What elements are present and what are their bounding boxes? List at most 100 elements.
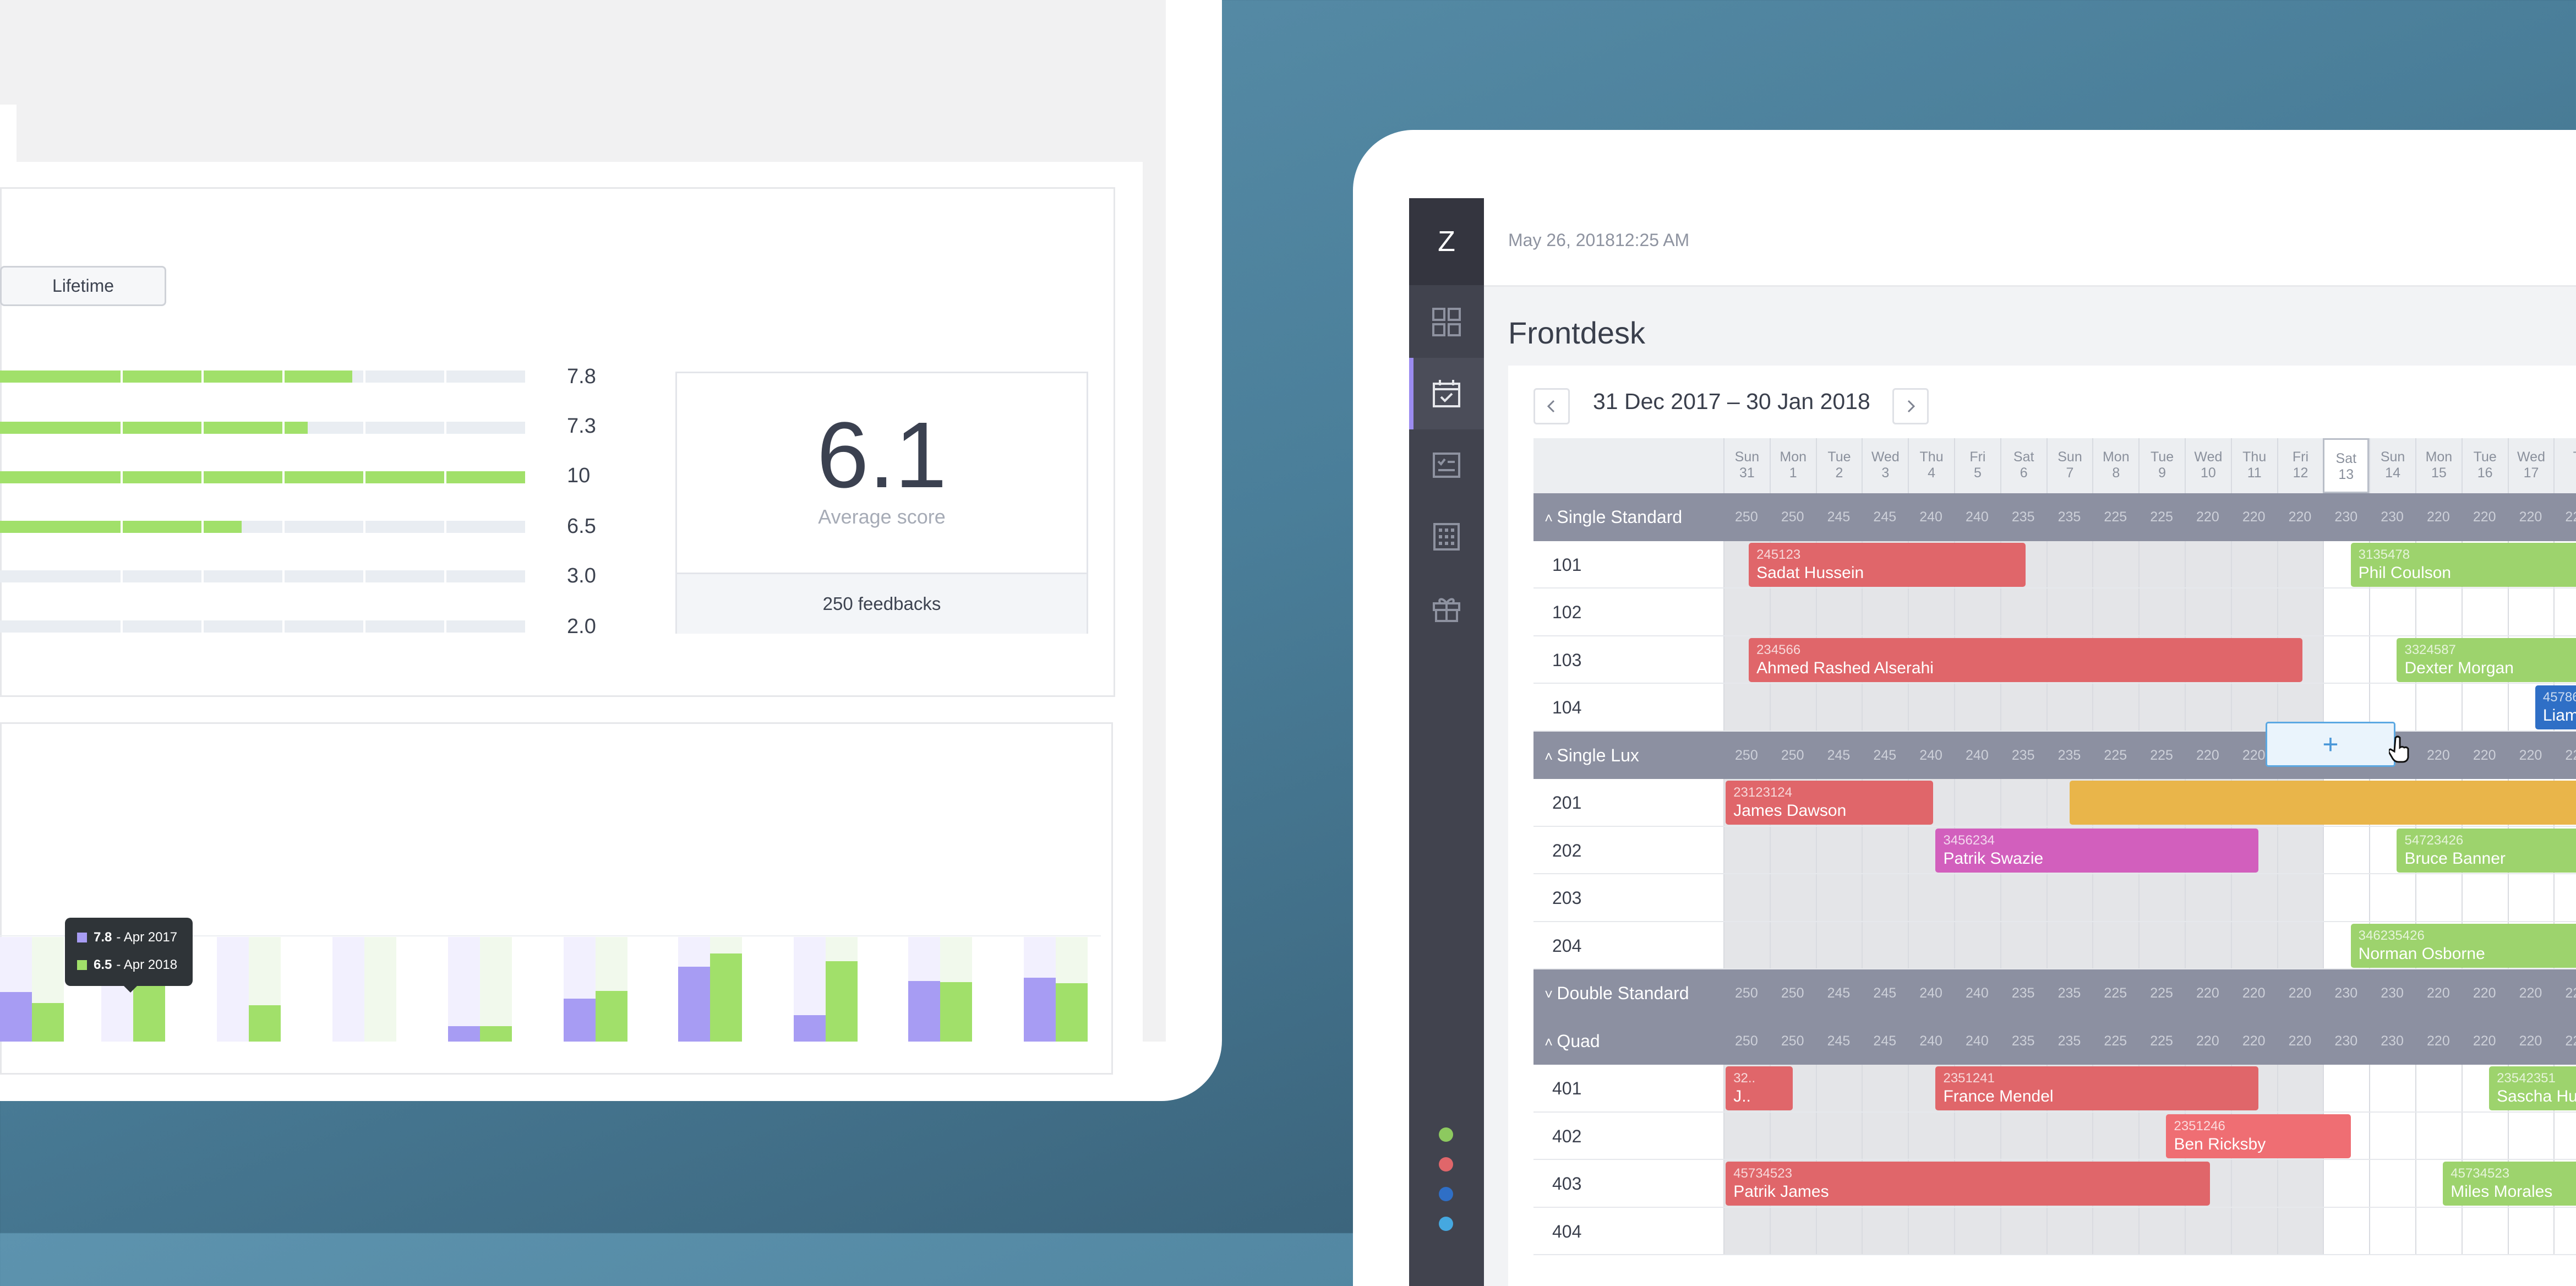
day-number: 12 <box>2278 465 2323 481</box>
status-dot-lightblue[interactable] <box>1439 1217 1453 1231</box>
booking-bar[interactable]: 32..J.. <box>1726 1066 1793 1110</box>
price-cell: 220 <box>2277 969 2323 1017</box>
day-gridline <box>2185 874 2186 922</box>
nav-rooms[interactable] <box>1409 501 1484 573</box>
period-tab-edge[interactable] <box>0 105 17 162</box>
day-of-week: Sat <box>2324 451 2367 467</box>
bar-this-year[interactable] <box>1056 983 1088 1042</box>
nav-tasks[interactable] <box>1409 429 1484 501</box>
lifetime-button[interactable]: Lifetime <box>0 266 166 306</box>
next-range-button[interactable] <box>1892 388 1929 424</box>
day-header[interactable]: T <box>2553 438 2576 493</box>
status-dot-green[interactable] <box>1439 1127 1453 1142</box>
room-category-label[interactable]: ˄ Single Lux <box>1544 732 1639 780</box>
bar-prev-year[interactable] <box>448 1026 480 1042</box>
booking-bar[interactable] <box>2070 781 2576 825</box>
bar-this-year[interactable] <box>940 982 972 1042</box>
chevron-down-icon[interactable]: ˅ <box>1544 986 1557 1002</box>
bar-this-year[interactable] <box>710 953 742 1042</box>
bar-this-year[interactable] <box>480 1026 512 1042</box>
day-gridline <box>1816 922 1817 970</box>
day-of-week: Mon <box>2093 449 2138 465</box>
bar-this-year[interactable] <box>826 961 858 1042</box>
nav-dashboard[interactable] <box>1409 286 1484 358</box>
booking-id: 2351246 <box>2174 1119 2225 1134</box>
status-dot-blue[interactable] <box>1439 1187 1453 1201</box>
day-gridline <box>1954 874 1955 922</box>
day-of-week: Sun <box>2048 449 2093 465</box>
score-bar-divider <box>363 620 365 633</box>
bar-prev-year[interactable] <box>678 967 710 1042</box>
bar-prev-year[interactable] <box>564 999 596 1042</box>
bar-this-year[interactable] <box>249 1005 281 1042</box>
active-indicator <box>1409 358 1413 429</box>
day-gridline <box>2462 684 2463 732</box>
price-cell: 220 <box>2508 969 2554 1017</box>
bar-prev-year[interactable] <box>1024 978 1056 1042</box>
booking-id: 3135478 <box>2359 547 2410 563</box>
chevron-up-icon[interactable]: ˄ <box>1544 1034 1557 1050</box>
checklist-icon <box>1432 450 1461 480</box>
day-of-week: Fri <box>2278 449 2323 465</box>
day-gridline <box>2138 874 2140 922</box>
prev-range-button[interactable] <box>1533 388 1570 424</box>
add-booking-button[interactable]: + <box>2266 722 2395 767</box>
bar-prev-year[interactable] <box>908 981 940 1042</box>
chevron-up-icon[interactable]: ˄ <box>1544 748 1557 765</box>
bar-this-year[interactable] <box>596 991 627 1042</box>
bar-prev-year[interactable] <box>0 992 32 1042</box>
nav-frontdesk[interactable] <box>1409 358 1484 429</box>
room-row: 203 <box>1533 874 2576 922</box>
chevron-right-icon <box>1903 399 1918 414</box>
app-logo[interactable]: Z <box>1409 198 1484 285</box>
guest-name: Patrik Swazie <box>1943 849 2043 868</box>
bar-prev-year[interactable] <box>794 1015 826 1042</box>
room-category-label[interactable]: ˅ Double Standard <box>1544 969 1689 1017</box>
price-cell: 225 <box>2092 969 2138 1017</box>
price-cell: 220 <box>2462 732 2508 780</box>
status-dot-red[interactable] <box>1439 1157 1453 1171</box>
chevron-up-icon[interactable]: ˄ <box>1544 510 1557 526</box>
bar-this-year[interactable] <box>32 1003 64 1042</box>
nav-gifts[interactable] <box>1409 573 1484 644</box>
room-category-label[interactable]: ˄ Quad <box>1544 1017 1600 1065</box>
room-category-label[interactable]: ˄ Single Standard <box>1544 493 1682 541</box>
score-bar-divider <box>444 620 446 633</box>
